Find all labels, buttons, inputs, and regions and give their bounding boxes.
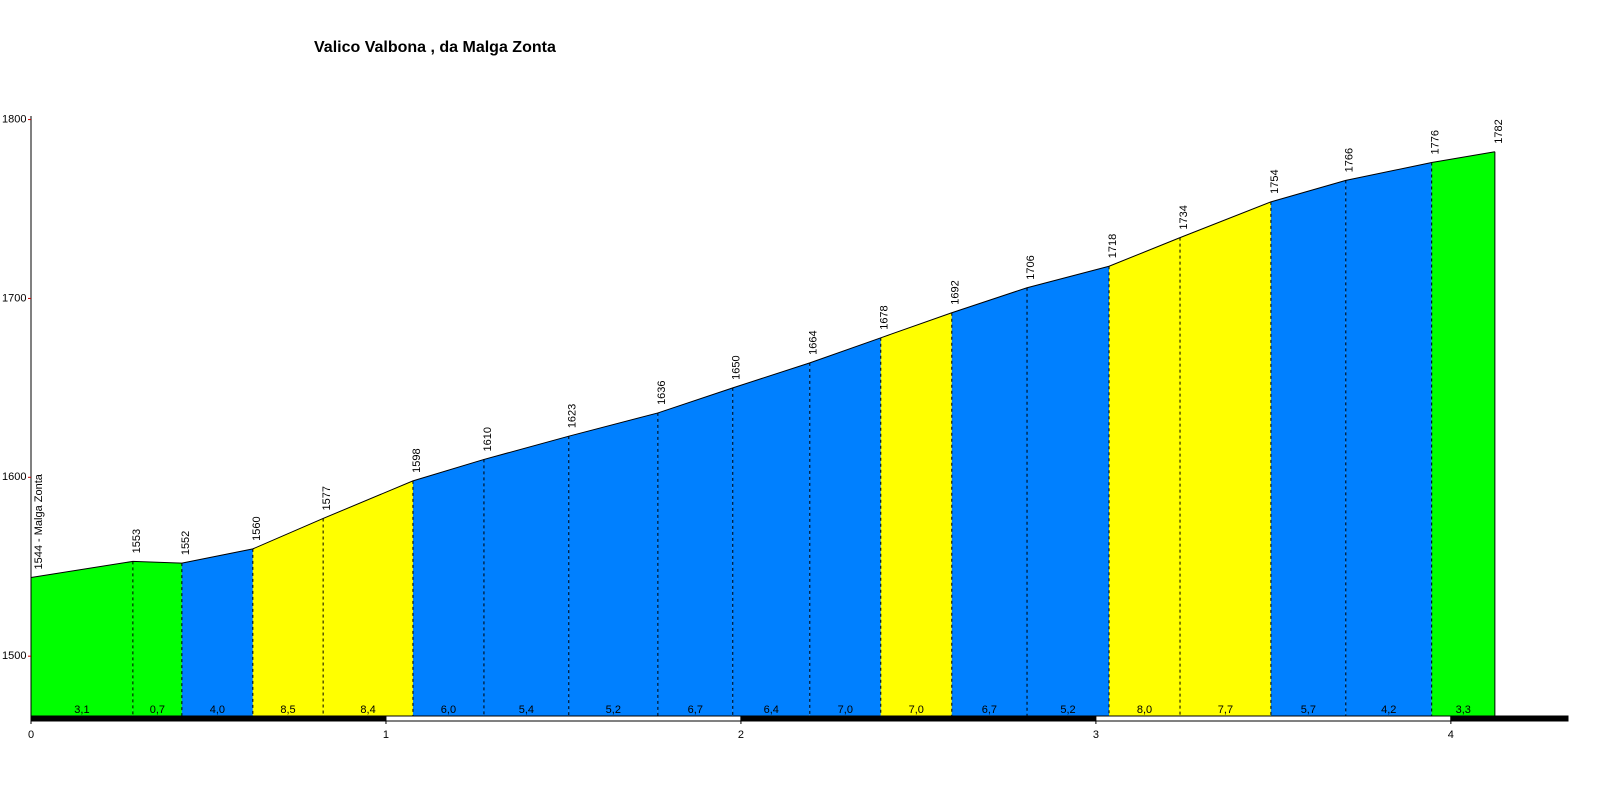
y-tick-label: 1700: [2, 292, 26, 304]
km-band: [385, 715, 742, 722]
segment-area: [31, 561, 133, 717]
elevation-label: 1782: [1493, 119, 1505, 143]
elevation-label: 1766: [1344, 148, 1356, 172]
x-tick-label: 1: [383, 729, 389, 741]
elevation-label: 1706: [1025, 255, 1037, 279]
y-tick-label: 1600: [2, 471, 26, 483]
profile-line: [30, 151, 1495, 578]
elevation-label: 1734: [1178, 205, 1190, 229]
gradient-label: 6,0: [441, 704, 456, 716]
x-tick-label: 4: [1448, 729, 1454, 741]
chart-title: Valico Valbona , da Malga Zonta: [314, 39, 556, 56]
segment-area: [1345, 162, 1432, 717]
segment-area: [132, 561, 182, 717]
gradient-label: 6,4: [764, 704, 779, 716]
elevation-label: 1664: [808, 330, 820, 354]
y-tick-label: 1500: [2, 650, 26, 662]
segment-area: [1180, 201, 1271, 717]
segment-area: [323, 480, 413, 717]
segment-area: [1431, 151, 1495, 717]
gradient-label: 8,5: [280, 704, 295, 716]
segment-area: [181, 548, 253, 717]
gradient-label: 6,7: [688, 704, 703, 716]
gradient-label: 7,0: [838, 704, 853, 716]
segment-area: [951, 287, 1028, 717]
segment-area: [568, 412, 658, 717]
x-tick-label: 3: [1093, 729, 1099, 741]
elevation-label: 1544 - Malga Zonta: [33, 473, 45, 569]
segment-area: [412, 459, 484, 717]
elevation-label: 1598: [411, 448, 423, 472]
segment-area: [809, 337, 881, 717]
elevation-label: 1553: [131, 529, 143, 553]
gradient-label: 6,7: [982, 704, 997, 716]
gradient-label: 5,2: [606, 704, 621, 716]
elevation-label: 1754: [1269, 169, 1281, 193]
elevation-label: 1623: [567, 404, 579, 428]
elevation-label: 1692: [950, 280, 962, 304]
km-band: [1450, 715, 1569, 722]
gradient-label: 5,4: [519, 704, 534, 716]
km-band: [1095, 715, 1452, 722]
plot: 3,1 0,7 4,0 8,5 8,4 6,0 5,4 5,2 6,7 6,4 7,0 7,0 6,7 5…: [2, 113, 1569, 741]
gradient-label: 3,3: [1456, 704, 1471, 716]
x-tick-label: 2: [738, 729, 744, 741]
elevation-label: 1776: [1430, 130, 1442, 154]
gradient-label: 4,0: [210, 704, 225, 716]
elevation-label: 1577: [321, 486, 333, 510]
segment-area: [1270, 180, 1346, 718]
gradient-label: 3,1: [74, 704, 89, 716]
y-tick-label: 1800: [2, 113, 26, 125]
segment-area: [880, 312, 952, 717]
gradient-label: 4,2: [1381, 704, 1396, 716]
elevation-label: 1636: [656, 380, 668, 404]
elevation-label: 1552: [180, 531, 192, 555]
gradient-label: 8,0: [1137, 704, 1152, 716]
gradient-label: 7,7: [1218, 704, 1233, 716]
gradient-label: 7,0: [909, 704, 924, 716]
segment-area: [657, 387, 733, 717]
segment-area: [252, 518, 324, 717]
segment-area: [732, 362, 810, 717]
segment-area: [1109, 237, 1181, 717]
gradient-label: 5,7: [1301, 704, 1316, 716]
elevation-label: 1650: [731, 355, 743, 379]
km-band: [30, 715, 387, 722]
elevation-label: 1560: [251, 516, 263, 540]
elevation-label: 1610: [482, 427, 494, 451]
x-tick-label: 0: [28, 729, 34, 741]
gradient-label: 5,2: [1060, 704, 1075, 716]
segment-area: [1027, 266, 1110, 717]
gradient-label: 0,7: [150, 704, 165, 716]
elevation-label: 1718: [1107, 234, 1119, 258]
km-band: [740, 715, 1097, 722]
gradient-label: 8,4: [360, 704, 375, 716]
segment-area: [483, 436, 569, 717]
elevation-label: 1678: [879, 305, 891, 329]
